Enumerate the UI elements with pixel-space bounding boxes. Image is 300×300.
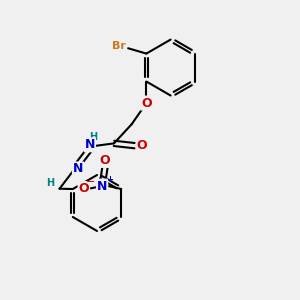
Text: N: N [85,138,95,151]
Text: O: O [141,97,152,110]
Text: +: + [106,175,113,184]
Text: N: N [73,163,83,176]
Text: Br: Br [112,40,126,51]
Text: O: O [136,139,147,152]
Text: −: − [85,177,95,187]
Text: H: H [89,132,98,142]
Text: H: H [46,178,54,188]
Text: O: O [79,182,89,195]
Text: N: N [97,180,107,193]
Text: O: O [100,154,110,167]
